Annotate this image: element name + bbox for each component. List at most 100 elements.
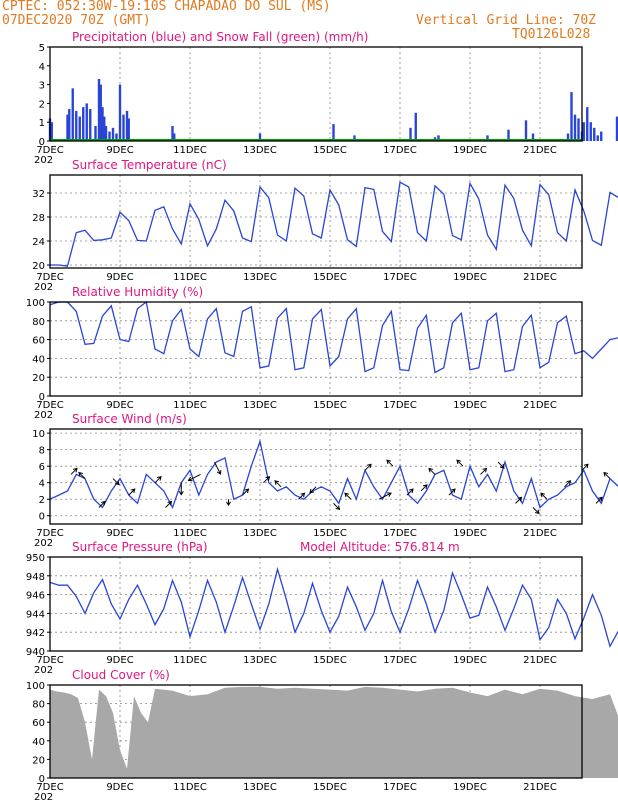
precip-bar [68,109,71,141]
cloud-title: Cloud Cover (%) [72,668,170,682]
pres-ytick-label: 940 [26,647,45,658]
wind-arrow [480,468,487,475]
wind-arrow-head [167,500,173,506]
wind-arrow-head [534,509,540,515]
wind-ytick-label: 6 [39,462,45,473]
precip-bar [125,110,129,141]
pres-ytick-label: 942 [26,628,45,639]
wind-arrow [497,461,505,469]
header-model-code: TQ0126L028 [512,27,591,42]
wind-xtick-label: 17DEC [383,528,417,539]
wind-series-line [49,438,618,510]
precip-bar [173,133,176,141]
wind-xtick-label: 15DEC [313,528,347,539]
rh-ytick-label: 0 [39,392,45,403]
precip-bar [78,116,81,141]
wind-arrow [406,488,414,496]
wind-arrow [456,459,464,467]
temp-xtick-label: 19DEC [453,272,487,283]
precip-bar [577,118,580,141]
precip-bar [524,120,528,141]
wind-arrow-head [178,491,184,496]
cloud-ytick-label: 0 [39,774,45,785]
temp-xtick-label: 9DEC [106,272,133,283]
wind-xtick-label: 13DEC [243,528,277,539]
wind-arrow-head [366,463,372,469]
wind-arrow-head [450,488,456,494]
precip-bar [122,114,125,141]
precip-ytick-label: 0 [39,137,45,148]
wind-arrow-head [187,476,193,482]
precip-bar [89,109,92,141]
cloud-ytick-label: 20 [32,755,45,766]
precip-bar [82,107,85,141]
header-grid-line-info: Vertical Grid Line: 70Z [416,13,597,28]
wind-arrow-head [482,467,488,473]
pres-ytick-label: 946 [26,591,45,602]
precip-bar [97,78,101,141]
precip-bar [75,110,78,141]
wind-xtick-label: 19DEC [453,528,487,539]
wind-arrow [364,463,372,471]
cloud-ytick-label: 80 [32,700,45,711]
rh-ytick-label: 60 [32,336,45,347]
wind-arrow-head [226,501,231,507]
precip-xtick-label: 21DEC [523,145,557,156]
wind-arrow [188,473,201,481]
precip-bar [118,84,122,141]
precip-bar [111,127,115,141]
precip-bar [566,133,570,141]
wind-arrow [386,459,394,467]
pres-year-label: 202 [34,665,53,676]
precip-bar [71,88,74,141]
wind-arrow-head [100,500,106,506]
precip-ytick-label: 1 [39,118,45,129]
wind-arrow [214,461,221,475]
wind-arrow-head [456,459,462,465]
wind-arrow [448,488,456,496]
cloud-year-label: 202 [34,792,53,800]
rh-xtick-label: 11DEC [173,400,207,411]
temp-series-line [50,181,618,267]
wind-ytick-label: 10 [32,429,45,440]
precip-bar [596,135,599,141]
wind-arrow-head [566,480,572,485]
wind-arrow [344,492,352,500]
wind-arrow-head [265,476,271,481]
rh-year-label: 202 [34,410,53,421]
precip-bar [531,133,535,141]
wind-arrow [428,468,436,475]
temp-xtick-label: 11DEC [173,272,207,283]
wind-arrow [274,480,282,488]
precip-bar [332,124,335,141]
precip-bar [258,133,262,141]
wind-arrow [595,496,603,504]
pres-xtick-label: 21DEC [523,655,557,666]
precip-xtick-label: 19DEC [453,145,487,156]
precip-bar [127,118,130,141]
rh-xtick-label: 15DEC [313,400,347,411]
precip-bar [615,116,618,141]
wind-arrow [78,472,86,479]
wind-arrow [515,496,522,504]
rh-xtick-label: 9DEC [106,400,133,411]
precip-title: Precipitation (blue) and Snow Fall (gree… [72,30,368,44]
rh-title: Relative Humidity (%) [72,285,203,299]
precip-bar [437,135,440,141]
rh-ytick-label: 20 [32,373,45,384]
wind-arrow-head [244,488,250,494]
temp-year-label: 202 [34,282,53,293]
cloud-frame [49,684,583,779]
precip-bar [486,135,489,141]
precip-bar [573,114,577,141]
rh-xtick-label: 19DEC [453,400,487,411]
precip-ytick-label: 4 [39,62,45,73]
wind-arrow-head [156,476,162,481]
header-line1: CPTEC: 052:30W-19:10S CHAPADAO DO SUL (M… [2,0,331,14]
rh-ytick-label: 100 [26,298,45,309]
wind-arrow-head [130,488,136,494]
rh-xtick-label: 17DEC [383,400,417,411]
wind-arrow [165,501,172,508]
precip-xtick-label: 9DEC [106,145,133,156]
precip-bar [66,114,69,141]
